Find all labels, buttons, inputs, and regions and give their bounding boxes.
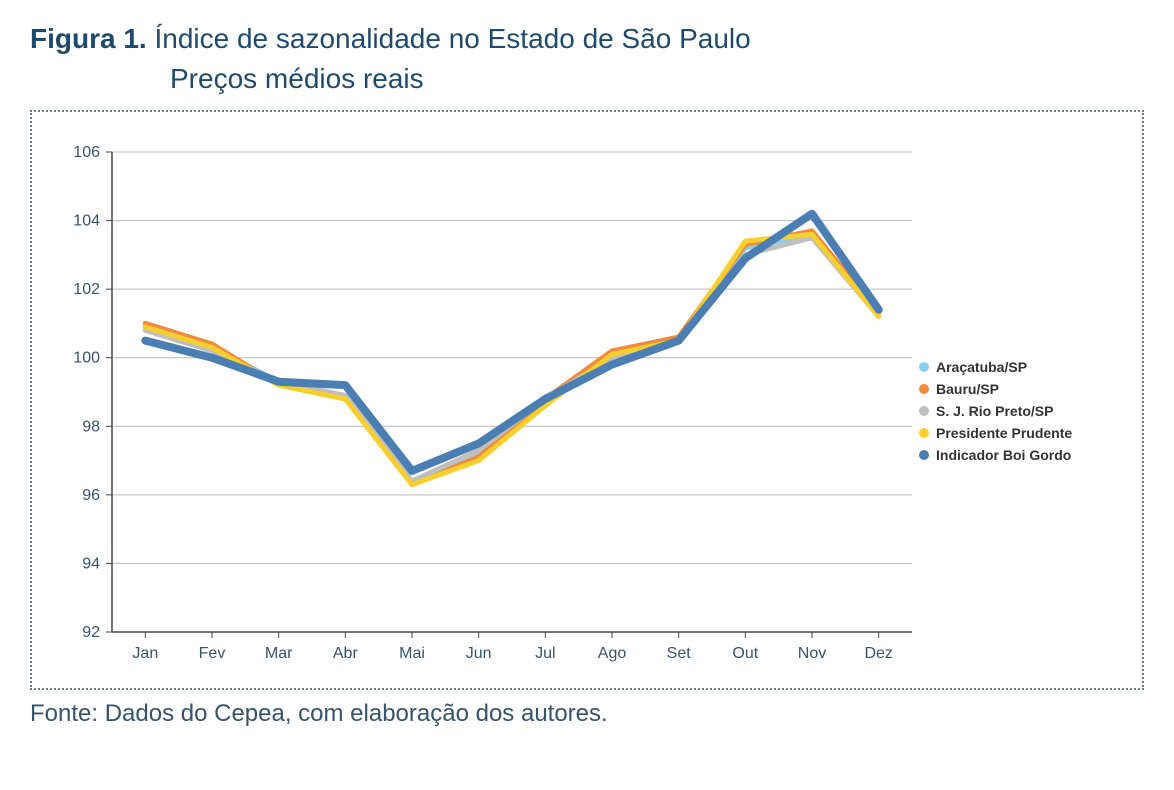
- figure-title-text: Índice de sazonalidade no Estado de São …: [154, 23, 750, 54]
- svg-text:100: 100: [73, 349, 100, 366]
- svg-text:94: 94: [82, 555, 100, 572]
- svg-text:96: 96: [82, 486, 100, 503]
- svg-text:Ago: Ago: [598, 645, 627, 662]
- svg-text:Mar: Mar: [265, 645, 293, 662]
- figure-label: Figura 1.: [30, 23, 147, 54]
- legend-marker: [919, 428, 929, 438]
- legend-label: Indicador Boi Gordo: [936, 447, 1071, 463]
- series-line: [145, 237, 878, 480]
- legend-label: Presidente Prudente: [936, 425, 1072, 441]
- svg-text:Abr: Abr: [333, 645, 359, 662]
- figure-subtitle: Preços médios reais: [30, 60, 1144, 98]
- svg-text:104: 104: [73, 212, 100, 229]
- svg-text:Jul: Jul: [535, 645, 555, 662]
- svg-text:92: 92: [82, 624, 100, 641]
- svg-text:Mai: Mai: [399, 645, 425, 662]
- svg-text:Jan: Jan: [132, 645, 158, 662]
- svg-text:Fev: Fev: [199, 645, 226, 662]
- svg-text:Out: Out: [732, 645, 758, 662]
- figure-title: Figura 1. Índice de sazonalidade no Esta…: [30, 20, 1144, 58]
- chart-frame: 92 94 96 98 100 102 104 106 Jan Fev Mar Abr Mai Jun Ju…: [30, 110, 1144, 690]
- legend-marker: [919, 406, 929, 416]
- legend-marker: [919, 450, 929, 460]
- svg-text:102: 102: [73, 281, 100, 298]
- seasonality-line-chart: 92 94 96 98 100 102 104 106 Jan Fev Mar Abr Mai Jun Ju…: [42, 132, 1132, 677]
- legend-label: S. J. Rio Preto/SP: [936, 403, 1053, 419]
- svg-text:Jun: Jun: [466, 645, 492, 662]
- chart-source-footer: Fonte: Dados do Cepea, com elaboração do…: [30, 700, 1144, 728]
- svg-text:Nov: Nov: [798, 645, 826, 662]
- svg-text:98: 98: [82, 418, 100, 435]
- svg-text:106: 106: [73, 144, 100, 161]
- page-root: Figura 1. Índice de sazonalidade no Esta…: [0, 0, 1174, 790]
- series-line: [145, 234, 878, 484]
- legend-marker: [919, 384, 929, 394]
- legend-label: Bauru/SP: [936, 381, 999, 397]
- legend-marker: [919, 362, 929, 372]
- svg-text:Set: Set: [667, 645, 692, 662]
- svg-text:Dez: Dez: [864, 645, 892, 662]
- legend-label: Araçatuba/SP: [936, 359, 1027, 375]
